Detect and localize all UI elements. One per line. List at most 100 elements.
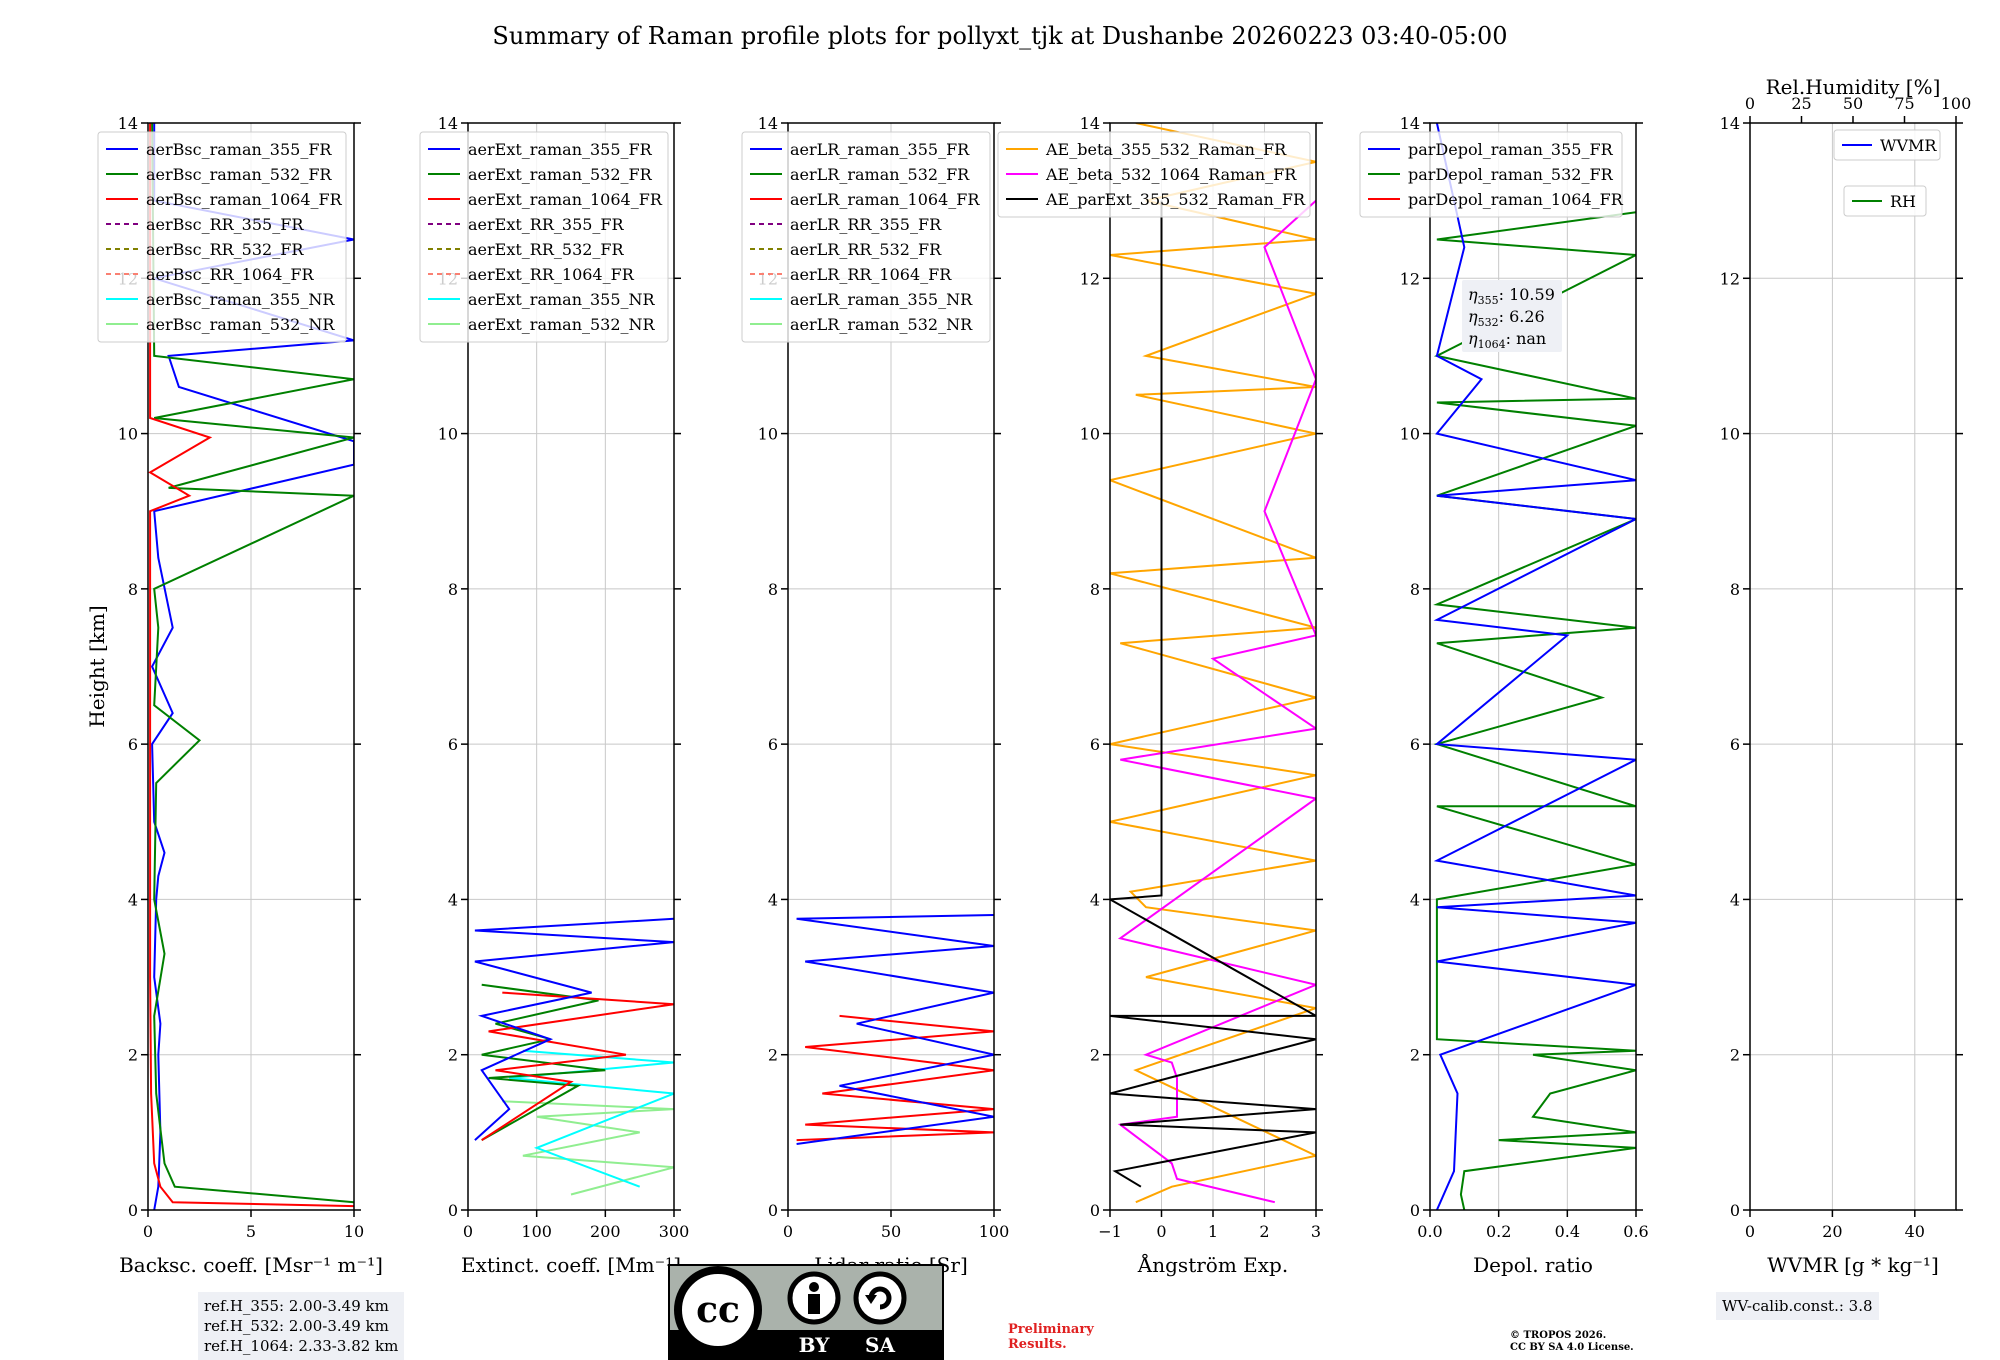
x-tick-label: 0 bbox=[143, 1222, 153, 1241]
legend-label: aerLR_RR_355_FR bbox=[790, 215, 942, 234]
legend-box bbox=[997, 131, 1311, 218]
cc-logo-text: cc bbox=[696, 1289, 740, 1331]
legend-label: aerBsc_raman_355_FR bbox=[146, 140, 332, 159]
legend-label: aerExt_raman_532_FR bbox=[468, 165, 653, 184]
series-aerBsc_raman_532_FR bbox=[151, 123, 354, 1204]
copyright-line-1: © TROPOS 2026. bbox=[1510, 1330, 1607, 1341]
y-tick-label: 6 bbox=[128, 735, 138, 754]
axes-frame bbox=[467, 122, 675, 1211]
x-axis-label: WVMR [g * kg⁻¹] bbox=[1767, 1253, 1939, 1277]
eta-value: η1064: nan bbox=[1468, 329, 1546, 351]
panel-lidar_ratio: 05010002468101214Lidar ratio [Sr]aerLR_r… bbox=[741, 114, 1010, 1277]
x-tick-label: 3 bbox=[1311, 1222, 1321, 1241]
legend-box bbox=[741, 131, 991, 343]
y-tick-label: 6 bbox=[448, 735, 458, 754]
x-tick-label: 300 bbox=[659, 1222, 690, 1241]
y-tick-label: 10 bbox=[118, 425, 138, 444]
top-tick-label: 25 bbox=[1791, 94, 1811, 113]
legend-label: parDepol_raman_1064_FR bbox=[1408, 190, 1624, 209]
preliminary-note: Preliminary Results. bbox=[1008, 1322, 1094, 1352]
y-tick-label: 0 bbox=[768, 1201, 778, 1220]
wv-calibration-box: WV-calib.const.: 3.8 bbox=[1716, 1292, 1879, 1320]
share-alike-icon bbox=[853, 1271, 907, 1325]
x-tick-label: −1 bbox=[1098, 1222, 1122, 1241]
copyright-line-2: CC BY SA 4.0 License. bbox=[1510, 1342, 1634, 1353]
legend-label: parDepol_raman_532_FR bbox=[1408, 165, 1614, 184]
series-AE_beta_532_1064_Raman_FR bbox=[1117, 199, 1316, 1204]
legend-label: aerBsc_RR_532_FR bbox=[146, 240, 304, 259]
cc-logo-icon bbox=[674, 1266, 762, 1354]
preliminary-line-1: Preliminary bbox=[1008, 1322, 1094, 1337]
series-AE_parExt_355_532_Raman_FR bbox=[1110, 200, 1316, 1188]
series-parDepol_raman_355_FR bbox=[1433, 123, 1636, 1210]
series-aerExt_raman_532_NR bbox=[502, 1100, 674, 1196]
eta-value: η532: 6.26 bbox=[1468, 307, 1545, 329]
x-tick-label: 0 bbox=[1156, 1222, 1166, 1241]
series-parDepol_raman_532_FR bbox=[1433, 211, 1636, 1210]
series-aerExt_raman_355_FR bbox=[474, 917, 674, 1141]
x-tick-label: 20 bbox=[1822, 1222, 1842, 1241]
y-tick-label: 8 bbox=[1730, 580, 1740, 599]
axes-frame bbox=[147, 122, 355, 1211]
legend-label: aerLR_RR_532_FR bbox=[790, 240, 942, 259]
y-tick-label: 0 bbox=[128, 1201, 138, 1220]
legend-label: AE_beta_532_1064_Raman_FR bbox=[1045, 165, 1297, 184]
x-tick-label: 0.0 bbox=[1417, 1222, 1442, 1241]
x-tick-label: 50 bbox=[881, 1222, 901, 1241]
series-aerBsc_raman_1064_FR bbox=[148, 123, 354, 1208]
y-tick-label: 8 bbox=[128, 580, 138, 599]
y-tick-label: 10 bbox=[1080, 425, 1100, 444]
panel-backscatter: 051002468101214Backsc. coeff. [Msr⁻¹ m⁻¹… bbox=[97, 114, 383, 1277]
license-sa-label: SA bbox=[865, 1333, 895, 1357]
y-tick-label: 12 bbox=[1400, 269, 1420, 288]
legend-box bbox=[1833, 129, 1941, 161]
x-tick-label: 1 bbox=[1208, 1222, 1218, 1241]
legend-box bbox=[1359, 131, 1623, 218]
y-tick-label: 0 bbox=[448, 1201, 458, 1220]
y-tick-label: 12 bbox=[1720, 269, 1740, 288]
legend-backscatter: aerBsc_raman_355_FR aerBsc_raman_532_FRae… bbox=[97, 131, 347, 343]
y-tick-label: 0 bbox=[1730, 1201, 1740, 1220]
top-tick-label: 75 bbox=[1894, 94, 1914, 113]
top-tick-label: 50 bbox=[1843, 94, 1863, 113]
ref-height-355: ref.H_355: 2.00-3.49 km bbox=[204, 1297, 389, 1315]
legend-label: aerBsc_raman_532_FR bbox=[146, 165, 332, 184]
y-tick-label: 14 bbox=[1400, 114, 1420, 133]
series-aerExt_raman_1064_FR bbox=[481, 991, 674, 1141]
x-tick-label: 0.2 bbox=[1486, 1222, 1511, 1241]
panel-wvmr: 0 20 40 0 2 4 6 8 10 12 14 WVMR [g * kg⁻¹] Rel.Humid… bbox=[1720, 75, 1972, 1277]
series-AE_beta_355_532_Raman_FR bbox=[1110, 123, 1316, 1204]
x-tick-label: 2 bbox=[1259, 1222, 1269, 1241]
legend-WVMR: WVMR bbox=[1833, 129, 1941, 161]
y-tick-label: 6 bbox=[1410, 735, 1420, 754]
y-tick-label: 6 bbox=[768, 735, 778, 754]
legend-label: aerExt_raman_355_FR bbox=[468, 140, 653, 159]
legend-extinction: aerExt_raman_355_FR aerExt_raman_532_FRae… bbox=[419, 131, 669, 343]
y-tick-label: 2 bbox=[1090, 1046, 1100, 1065]
y-tick-label: 0 bbox=[1410, 1201, 1420, 1220]
x-tick-label: 10 bbox=[344, 1222, 364, 1241]
legend-label: aerExt_raman_532_NR bbox=[468, 315, 656, 334]
x-tick-label: 200 bbox=[590, 1222, 621, 1241]
y-tick-label: 10 bbox=[758, 425, 778, 444]
y-tick-label: 14 bbox=[118, 114, 138, 133]
panel-extinction: 010020030002468101214Extinct. coeff. [Mm… bbox=[419, 114, 690, 1277]
x-axis-label: Depol. ratio bbox=[1473, 1253, 1593, 1277]
series-aerBsc_raman_355_FR bbox=[150, 123, 354, 1210]
y-tick-label: 2 bbox=[768, 1046, 778, 1065]
legend-label: aerLR_raman_532_FR bbox=[790, 165, 970, 184]
copyright-note: © TROPOS 2026. CC BY SA 4.0 License. bbox=[1510, 1330, 1634, 1354]
ref-height-1064: ref.H_1064: 2.33-3.82 km bbox=[204, 1337, 399, 1355]
legend-box bbox=[1843, 185, 1927, 217]
license-by-label: BY bbox=[799, 1333, 831, 1357]
series-aerLR_raman_355_FR bbox=[796, 914, 994, 1145]
x-tick-label: 100 bbox=[979, 1222, 1010, 1241]
x-axis-label: Ångström Exp. bbox=[1137, 1252, 1288, 1277]
legend-label: aerBsc_raman_532_NR bbox=[146, 315, 335, 334]
x-tick-label: 5 bbox=[246, 1222, 256, 1241]
y-tick-label: 2 bbox=[1410, 1046, 1420, 1065]
